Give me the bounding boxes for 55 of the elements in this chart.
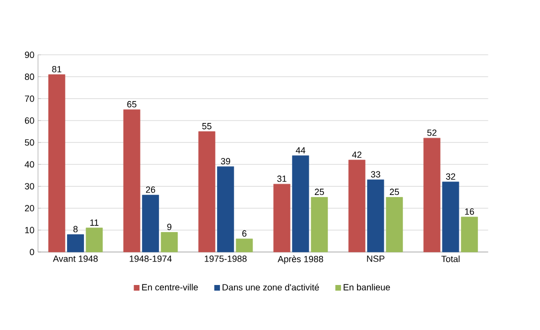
data-label: 25 [390, 188, 399, 196]
bar [367, 180, 384, 252]
y-tick-label: 80 [24, 74, 34, 80]
y-tick-label: 50 [24, 139, 34, 146]
data-label: 33 [370, 171, 380, 178]
y-tick-label: 10 [25, 226, 34, 234]
bar [142, 194, 159, 252]
data-label: 25 [314, 188, 324, 196]
bar [386, 197, 403, 252]
data-label: 52 [427, 130, 436, 136]
bar [198, 131, 216, 252]
data-label: 8 [73, 226, 78, 232]
bar [86, 228, 103, 252]
data-label: 55 [202, 123, 212, 130]
y-tick-label: 70 [24, 95, 34, 102]
bar [423, 138, 440, 252]
x-tick-label: Après 1988 [278, 256, 324, 264]
data-label: 42 [352, 152, 362, 158]
data-label: 39 [220, 158, 230, 164]
y-tick-label: 90 [24, 52, 34, 58]
bar [348, 160, 366, 252]
x-tick-label: 1975-1988 [204, 256, 247, 262]
data-label: 44 [296, 147, 306, 154]
x-tick-label: Total [441, 256, 460, 262]
data-label: 9 [167, 224, 172, 230]
x-tick-label: Avant 1948 [52, 256, 98, 262]
legend-label: En banlieue [344, 284, 390, 290]
bar [48, 74, 66, 252]
bar [123, 109, 140, 252]
data-label: 16 [465, 208, 474, 215]
bar [217, 166, 234, 252]
x-tick-label: 1948-1974 [130, 256, 172, 262]
bar [292, 155, 310, 252]
data-label: 31 [277, 176, 286, 182]
data-label: 11 [90, 220, 98, 226]
y-tick-label: 40 [24, 161, 34, 168]
bar [460, 216, 478, 252]
legend-label: En centre-ville [142, 284, 198, 290]
bar [236, 238, 253, 252]
bar [273, 184, 290, 252]
bar [442, 182, 460, 252]
data-label: 26 [146, 186, 156, 193]
data-label: 6 [242, 230, 246, 237]
bar [160, 232, 178, 252]
bar [67, 234, 84, 252]
data-label: 81 [52, 66, 62, 72]
bar [310, 197, 328, 252]
legend-label: Dans une zone d'activité [222, 284, 319, 290]
y-tick-label: 30 [24, 183, 34, 190]
y-tick-label: 0 [30, 248, 34, 256]
y-tick-label: 20 [24, 205, 34, 212]
x-tick-label: NSP [367, 256, 384, 262]
data-label: 65 [127, 101, 136, 108]
y-tick-label: 60 [24, 117, 34, 124]
data-label: 32 [446, 173, 456, 180]
